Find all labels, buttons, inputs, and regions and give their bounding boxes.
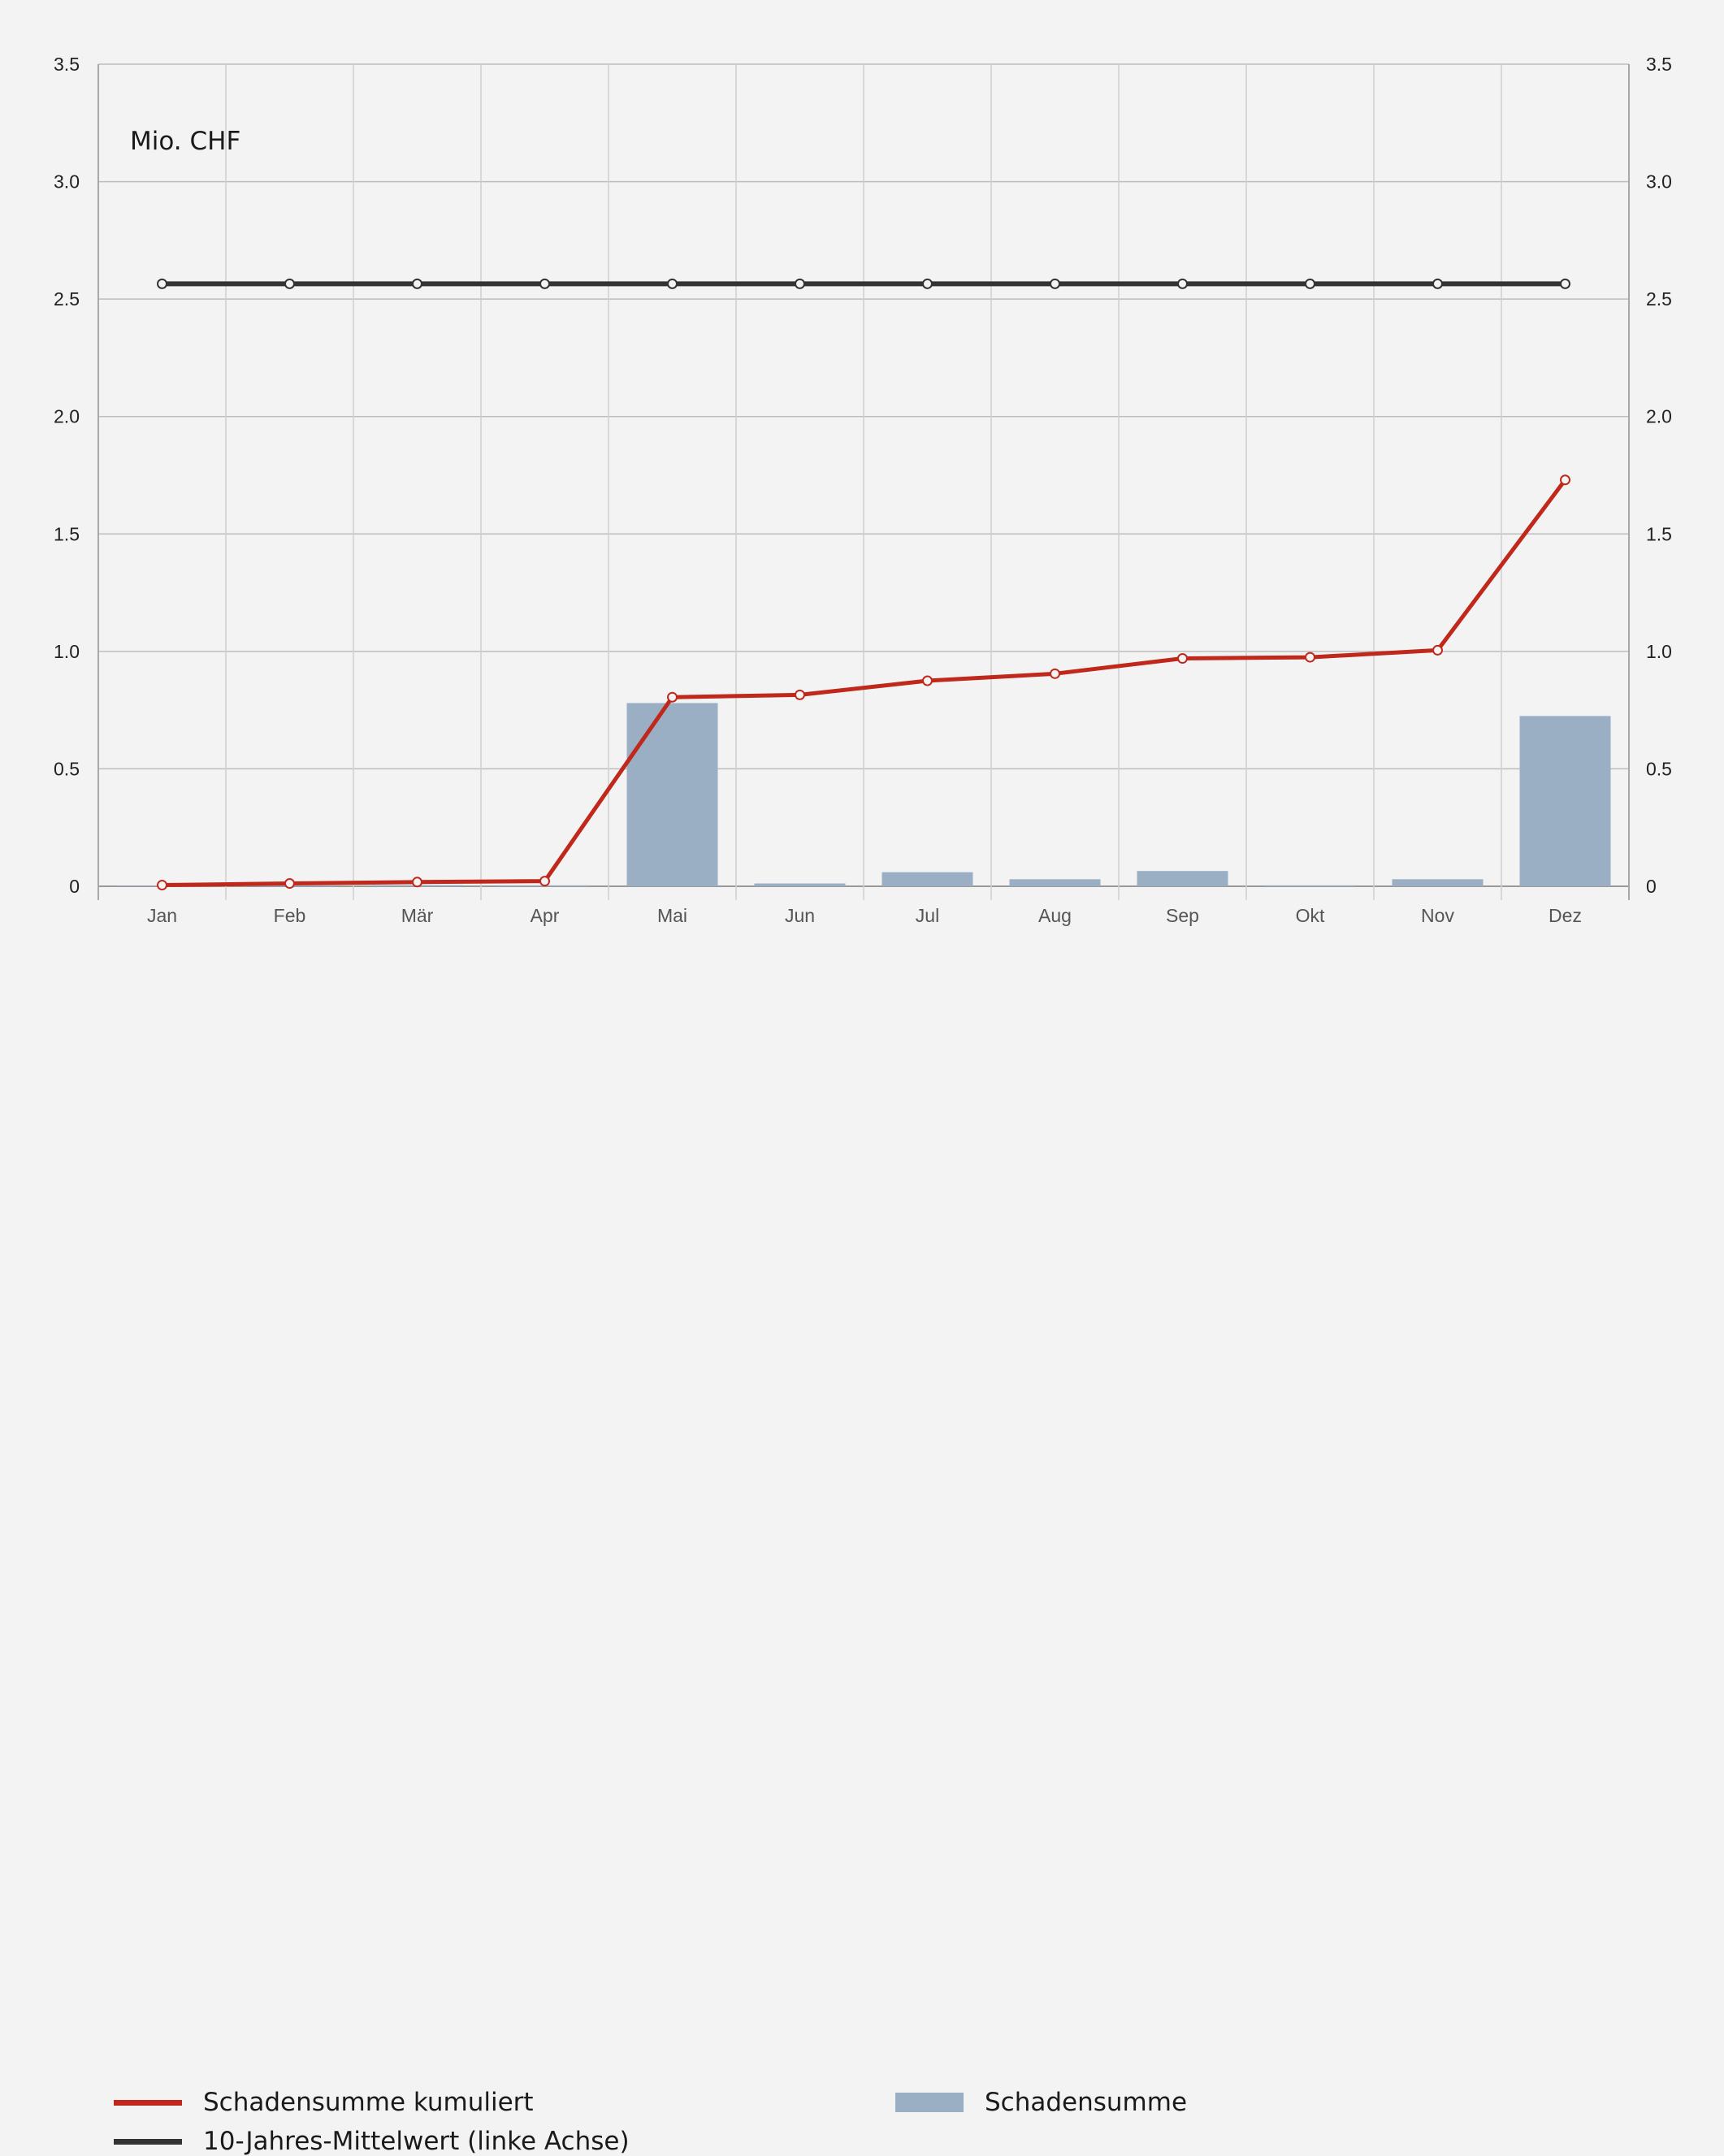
y-tick-label-left: 0.5 <box>54 758 80 779</box>
y-tick-label-right: 0 <box>1646 876 1657 897</box>
x-tick-label: Dez <box>1549 905 1582 926</box>
y-tick-label-right: 3.5 <box>1646 54 1672 75</box>
cumulative-point <box>157 880 167 891</box>
cumulative-point <box>1305 652 1315 663</box>
average-point <box>412 278 422 289</box>
y-tick-label-left: 2.5 <box>54 288 80 310</box>
cumulative-point <box>539 876 550 887</box>
average-point <box>157 278 167 289</box>
cumulative-point <box>1432 644 1443 656</box>
bar <box>754 883 846 886</box>
y-tick-label-right: 1.0 <box>1646 641 1672 662</box>
x-tick-label: Okt <box>1296 905 1325 926</box>
chart-svg: 0 0 0.5 0.5 1.0 1.0 1.5 1.5 2.0 2.0 2.5 2.5 3.0 3.0 3.… <box>54 54 1672 926</box>
average-point <box>284 278 295 289</box>
bar <box>1009 879 1101 886</box>
cumulative-point <box>1560 474 1570 486</box>
line-layer <box>157 278 1570 891</box>
y-tick-label-right: 3.0 <box>1646 171 1672 193</box>
y-tick-label-right: 1.5 <box>1646 523 1672 544</box>
bar-layer <box>116 703 1611 886</box>
average-point <box>1560 278 1570 289</box>
legend-swatch-average <box>114 2138 182 2145</box>
chart-area: 0 0 0.5 0.5 1.0 1.0 1.5 1.5 2.0 2.0 2.5 2.5 3.0 3.0 3.… <box>54 54 1672 2156</box>
x-tick-label: Sep <box>1166 905 1199 926</box>
bar <box>1392 879 1484 886</box>
y-tick-label-right: 2.0 <box>1646 406 1672 427</box>
legend-item-cumulative: Schadensumme kumuliert <box>114 2088 534 2117</box>
legend-swatch-cumulative <box>114 2099 182 2106</box>
y-tick-label-left: 1.5 <box>54 523 80 544</box>
x-tick-label: Aug <box>1038 905 1072 926</box>
bar <box>1137 871 1228 886</box>
unit-label: Mio. CHF <box>130 127 241 156</box>
average-point <box>667 278 678 289</box>
average-point <box>795 278 805 289</box>
legend-label-average: 10-Jahres-Mittelwert (linke Achse) <box>203 2127 630 2156</box>
x-tick-label: Apr <box>531 905 560 926</box>
average-point <box>1432 278 1443 289</box>
y-tick-label-left: 0 <box>69 876 80 897</box>
x-tick-label: Jul <box>916 905 939 926</box>
cumulative-point <box>667 691 678 703</box>
average-point <box>922 278 933 289</box>
cumulative-point <box>795 689 805 700</box>
cumulative-line <box>162 478 1567 888</box>
grid-layer <box>97 63 1630 900</box>
x-tick-label: Mär <box>401 905 434 926</box>
y-tick-label-right: 2.5 <box>1646 288 1672 310</box>
bar <box>881 872 973 886</box>
bar <box>1264 885 1356 886</box>
cumulative-point <box>1177 653 1188 665</box>
bar <box>1519 716 1611 886</box>
x-tick-label: Nov <box>1421 905 1454 926</box>
y-tick-label-left: 1.0 <box>54 641 80 662</box>
legend-item-bar: Schadensumme <box>895 2088 1187 2117</box>
y-tick-label-left: 3.5 <box>54 54 80 75</box>
bar <box>626 703 718 886</box>
legend-label-bar: Schadensumme <box>985 2088 1188 2117</box>
cumulative-point <box>412 877 422 888</box>
x-tick-label: Mai <box>657 905 687 926</box>
cumulative-point <box>284 878 295 890</box>
x-tick-label: Jan <box>147 905 177 926</box>
legend-label-cumulative: Schadensumme kumuliert <box>203 2088 534 2117</box>
legend-item-average: 10-Jahres-Mittelwert (linke Achse) <box>114 2127 630 2156</box>
axis-layer: 0 0 0.5 0.5 1.0 1.0 1.5 1.5 2.0 2.0 2.5 2.5 3.0 3.0 3.… <box>54 54 1672 926</box>
cumulative-point <box>1050 668 1060 679</box>
average-point <box>539 278 550 289</box>
legend-swatch-bar <box>895 2093 964 2112</box>
x-tick-label: Feb <box>274 905 306 926</box>
x-tick-label: Jun <box>785 905 815 926</box>
average-point <box>1050 278 1060 289</box>
cumulative-point <box>922 675 933 686</box>
y-tick-label-left: 3.0 <box>54 171 80 193</box>
average-point <box>1305 278 1315 289</box>
y-tick-label-left: 2.0 <box>54 406 80 427</box>
y-tick-label-right: 0.5 <box>1646 758 1672 779</box>
average-point <box>1177 278 1188 289</box>
